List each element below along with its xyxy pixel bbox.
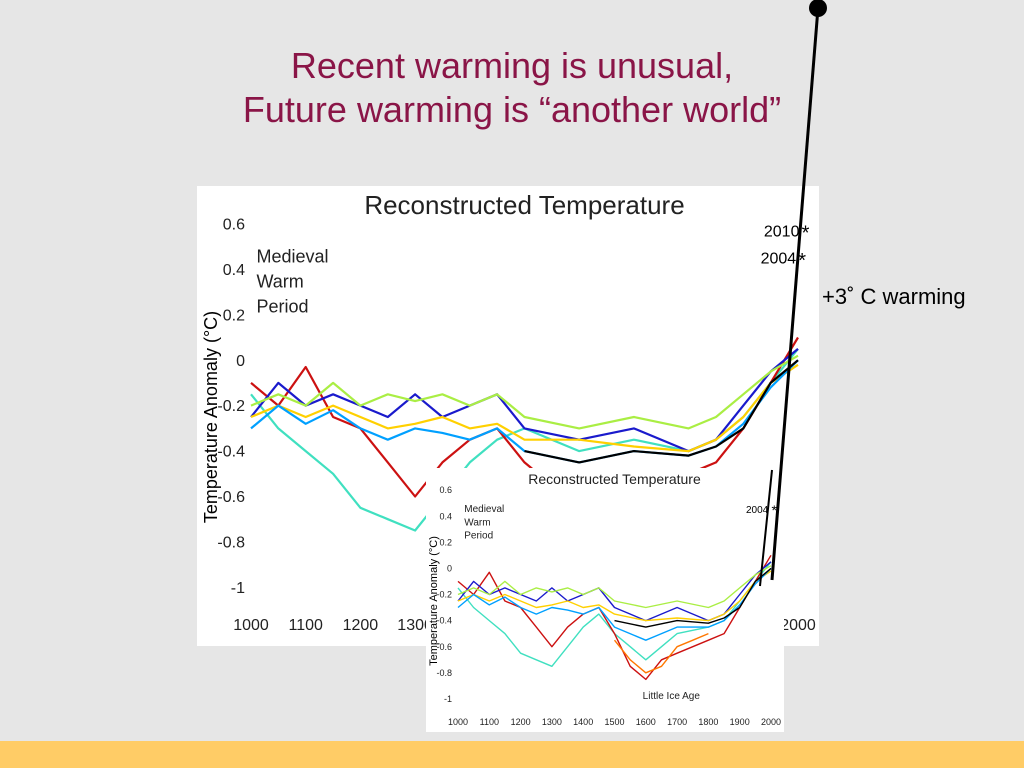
marker-label: 2004 <box>761 251 797 268</box>
y-axis-label: Temperature Anomaly (°C) <box>201 311 221 523</box>
marker-asterisk: * <box>802 223 810 245</box>
x-tick-label: 1300 <box>542 717 562 727</box>
x-tick-label: 1200 <box>343 617 379 634</box>
footer-band <box>0 741 1024 768</box>
y-tick-label: -0.6 <box>217 489 245 506</box>
y-tick-label: 0.6 <box>223 217 245 234</box>
marker-label: 2010 <box>764 223 800 240</box>
x-tick-label: 2000 <box>780 617 816 634</box>
series-line-8 <box>614 567 772 628</box>
series-line-4 <box>457 570 772 622</box>
chart-annotation: Medieval <box>256 247 328 267</box>
series-line-6 <box>457 567 772 641</box>
x-tick-label: 1900 <box>730 717 750 727</box>
y-tick-label: -0.4 <box>436 616 452 626</box>
slide-title: Recent warming is unusual, Future warmin… <box>0 44 1024 132</box>
y-tick-label: 0.6 <box>439 485 452 495</box>
x-tick-label: 1700 <box>667 717 687 727</box>
slide-title-line-1: Recent warming is unusual, <box>290 45 734 86</box>
warming-label: +3˚ C warming <box>822 284 966 309</box>
marker-label: 2004 <box>746 505 769 516</box>
x-tick-label: 1500 <box>604 717 624 727</box>
inset-chart: Reconstructed Temperature Temperature Ano… <box>428 471 781 727</box>
chart-annotation: Little Ice Age <box>643 691 701 702</box>
series-line-2 <box>457 554 772 681</box>
y-tick-label: 0 <box>236 353 245 370</box>
x-tick-label: 1300 <box>397 617 433 634</box>
x-tick-label: 2000 <box>761 717 781 727</box>
y-tick-label: 0.2 <box>223 307 245 324</box>
y-tick-label: 0.4 <box>439 511 452 521</box>
x-tick-label: 1100 <box>480 717 499 727</box>
y-tick-label: 0.4 <box>223 262 245 279</box>
chart-annotation: Warm <box>256 272 303 292</box>
y-tick-label: -0.6 <box>436 642 452 652</box>
projection-line-inner <box>759 469 773 587</box>
x-tick-label: 1000 <box>233 617 269 634</box>
y-axis-label: Temperature Anomaly (°C) <box>428 536 440 666</box>
x-tick-label: 1400 <box>573 717 593 727</box>
y-tick-label: -1 <box>231 580 245 597</box>
y-tick-label: -0.4 <box>217 444 245 461</box>
series-line-7 <box>524 359 799 464</box>
x-tick-label: 1000 <box>448 717 468 727</box>
y-tick-label: -1 <box>444 694 452 704</box>
chart-annotation: Period <box>256 297 308 317</box>
y-tick-label: 0 <box>447 564 452 574</box>
series-line-5 <box>457 565 772 609</box>
series-line-4 <box>250 363 799 453</box>
y-tick-label: -0.8 <box>217 534 245 551</box>
marker-asterisk: * <box>798 250 806 272</box>
projection-endpoint-dot <box>809 0 827 17</box>
x-tick-label: 1100 <box>288 617 323 634</box>
y-tick-label: 0.2 <box>439 537 452 547</box>
x-tick-label: 1800 <box>698 717 718 727</box>
chart-annotation: Medieval <box>464 504 504 515</box>
x-tick-label: 1600 <box>636 717 656 727</box>
chart-annotation: Period <box>464 530 493 541</box>
projection-line-outer <box>770 7 820 581</box>
chart-annotation: Warm <box>464 517 490 528</box>
series-line-5 <box>250 354 799 430</box>
marker-asterisk: * <box>772 502 778 518</box>
inset-chart-panel: Reconstructed Temperature Temperature Ano… <box>426 468 784 732</box>
slide-title-line-2: Future warming is “another world” <box>242 89 782 130</box>
series-line-7 <box>613 632 709 674</box>
y-tick-label: -0.8 <box>436 668 452 678</box>
y-tick-label: -0.2 <box>217 398 245 415</box>
chart-title: Reconstructed Temperature <box>364 190 684 220</box>
x-tick-label: 1200 <box>511 717 531 727</box>
y-tick-label: -0.2 <box>436 590 452 600</box>
chart-title: Reconstructed Temperature <box>528 471 701 487</box>
